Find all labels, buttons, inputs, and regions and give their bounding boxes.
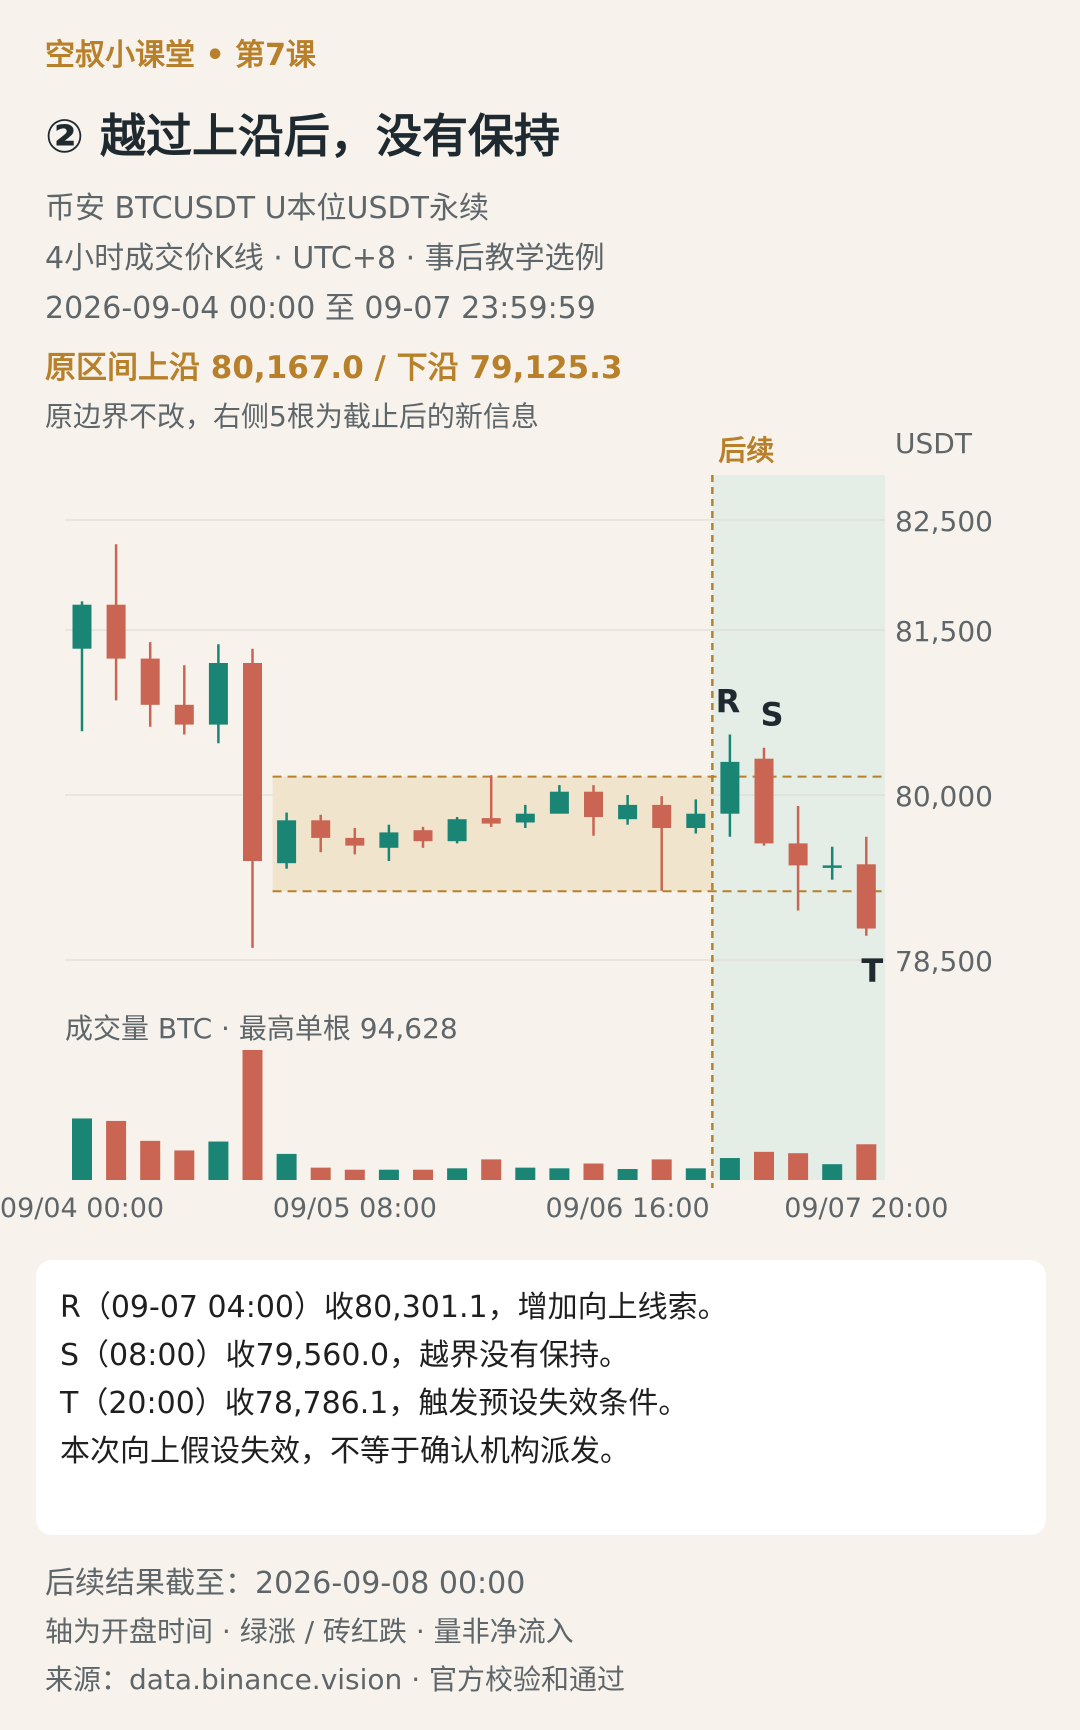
card-line-s: S（08:00）收79,560.0，越界没有保持。 <box>60 1338 630 1373</box>
candle-body <box>140 658 160 705</box>
candle-body <box>379 832 399 848</box>
volume-label: 成交量 BTC · 最高单根 94,628 <box>65 1012 458 1045</box>
volume-bar <box>822 1164 843 1180</box>
annotation-s: S <box>760 696 783 734</box>
card-line-r: R（09-07 04:00）收80,301.1，增加向上线索。 <box>60 1290 728 1325</box>
candle-body <box>277 820 297 864</box>
x-tick-label: 09/04 00:00 <box>0 1193 164 1220</box>
volume-bar <box>515 1167 536 1180</box>
date-range-line: 2026-09-04 00:00 至 09-07 23:59:59 <box>45 291 596 326</box>
candle-body <box>652 804 672 828</box>
volume-bar <box>754 1151 774 1180</box>
candle-body <box>856 864 876 929</box>
candle-body <box>788 843 808 866</box>
volume-bar <box>208 1141 229 1180</box>
y-tick-label: 78,500 <box>895 945 993 978</box>
candle-body <box>515 813 535 823</box>
candle-body <box>618 804 638 820</box>
volume-bar <box>856 1144 877 1180</box>
candle-body <box>481 818 501 824</box>
x-tick-label: 09/07 20:00 <box>784 1193 948 1220</box>
volume-bar <box>276 1153 297 1180</box>
candle-body <box>72 604 92 649</box>
axis-legend-note: 轴为开盘时间 · 绿涨 / 砖红跌 · 量非净流入 <box>45 1615 574 1648</box>
y-axis-unit: USDT <box>895 427 973 460</box>
volume-bar <box>685 1168 706 1180</box>
page-title: ② 越过上沿后，没有保持 <box>45 109 560 163</box>
volume-bar <box>651 1159 672 1180</box>
volume-bar <box>447 1168 468 1180</box>
candle-body <box>311 820 331 838</box>
summary-card: R（09-07 04:00）收80,301.1，增加向上线索。 S（08:00）… <box>36 1260 1046 1535</box>
volume-bar <box>174 1150 195 1180</box>
data-source: 来源：data.binance.vision · 官方校验和通过 <box>45 1663 625 1696</box>
candle-body <box>584 791 603 817</box>
boundary-note: 原边界不改，右侧5根为截止后的新信息 <box>45 400 539 433</box>
candle-body <box>822 865 842 868</box>
card-line-t: T（20:00）收78,786.1，触发预设失效条件。 <box>60 1386 689 1421</box>
candle-body <box>549 791 569 814</box>
volume-bar <box>242 1050 263 1180</box>
candle-body <box>345 837 365 846</box>
followup-label: 后续 <box>718 434 774 467</box>
volume-bar <box>788 1153 809 1180</box>
volume-bar <box>378 1169 399 1180</box>
volume-bar <box>310 1167 331 1180</box>
followup-cutoff: 后续结果截至：2026-09-08 00:00 <box>45 1566 526 1601</box>
card-line-conclusion: 本次向上假设失效，不等于确认机构派发。 <box>60 1434 630 1469</box>
volume-bar <box>344 1169 365 1180</box>
x-tick-label: 09/05 08:00 <box>273 1193 437 1220</box>
candle-body <box>686 813 706 828</box>
volume-bar <box>617 1169 638 1180</box>
volume-bar <box>583 1163 604 1180</box>
annotation-r: R <box>716 683 741 721</box>
volume-bar <box>719 1158 740 1180</box>
instrument-line: 币安 BTCUSDT U本位USDT永续 <box>45 191 489 226</box>
candle-body <box>243 663 262 861</box>
volume-bar <box>549 1168 570 1180</box>
volume-bar <box>413 1169 433 1180</box>
y-tick-label: 80,000 <box>895 780 993 813</box>
candle-body <box>413 830 433 842</box>
volume-bar <box>140 1140 161 1180</box>
candle-body <box>754 758 774 844</box>
candle-body <box>106 604 126 659</box>
volume-bar <box>481 1159 502 1180</box>
candle-body <box>174 704 194 725</box>
range-bounds: 原区间上沿 80,167.0 / 下沿 79,125.3 <box>45 350 623 386</box>
lesson-kicker: 空叔小课堂 • 第7课 <box>45 38 316 73</box>
candle-body <box>720 761 740 814</box>
annotation-t: T <box>861 952 883 990</box>
x-tick-label: 09/06 16:00 <box>545 1193 709 1220</box>
volume-bar <box>106 1120 127 1180</box>
y-tick-label: 81,500 <box>895 615 993 648</box>
volume-bar <box>72 1118 92 1180</box>
candle-body <box>208 663 228 725</box>
candlestick-chart: 82,500 81,500 80,000 78,500 USDT 后续 R S T 成交量 BTC… <box>0 427 993 1220</box>
candle-body <box>447 819 467 842</box>
timeframe-line: 4小时成交价K线 · UTC+8 · 事后教学选例 <box>45 241 605 276</box>
y-tick-label: 82,500 <box>895 505 993 538</box>
